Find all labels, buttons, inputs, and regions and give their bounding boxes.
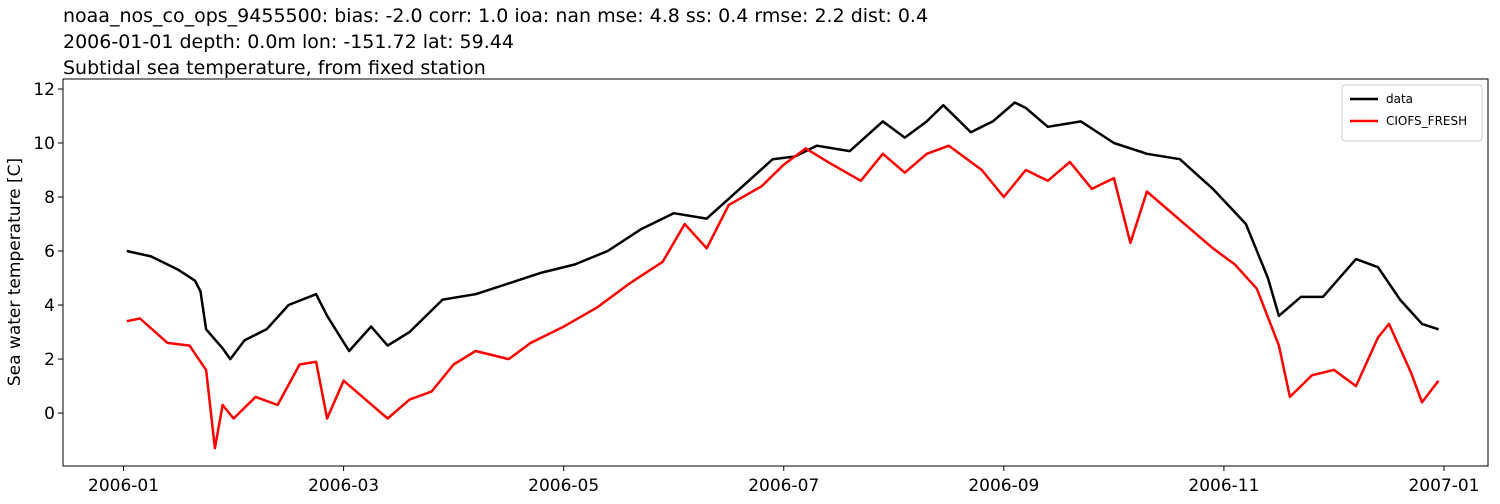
y-tick-label: 12 <box>33 80 55 100</box>
legend-label: CIOFS_FRESH <box>1386 114 1467 128</box>
data-line <box>126 144 1440 450</box>
x-tick-label: 2006-09 <box>968 476 1039 496</box>
x-tick-label: 2006-07 <box>748 476 819 496</box>
y-axis-label: Sea water temperature [C] <box>5 158 25 386</box>
x-tick-label: 2006-01 <box>88 476 159 496</box>
chart-subtitle: 2006-01-01 depth: 0.0m lon: -151.72 lat:… <box>63 31 514 53</box>
y-tick-label: 6 <box>44 242 55 262</box>
chart-subtitle: Subtidal sea temperature, from fixed sta… <box>63 57 486 79</box>
plot-frame <box>62 78 1489 467</box>
chart-title: noaa_nos_co_ops_9455500: bias: -2.0 corr… <box>63 5 928 27</box>
y-tick-label: 2 <box>44 350 55 370</box>
x-tick-label: 2006-11 <box>1188 476 1259 496</box>
legend-label: data <box>1386 92 1413 106</box>
y-tick-label: 4 <box>44 296 55 316</box>
x-tick-label: 2006-03 <box>308 476 379 496</box>
y-tick-label: 0 <box>44 404 55 424</box>
y-tick-label: 10 <box>33 134 55 154</box>
x-tick-label: 2006-05 <box>528 476 599 496</box>
y-tick-label: 8 <box>44 188 55 208</box>
x-tick-label: 2007-01 <box>1408 476 1479 496</box>
data-line <box>126 101 1439 361</box>
